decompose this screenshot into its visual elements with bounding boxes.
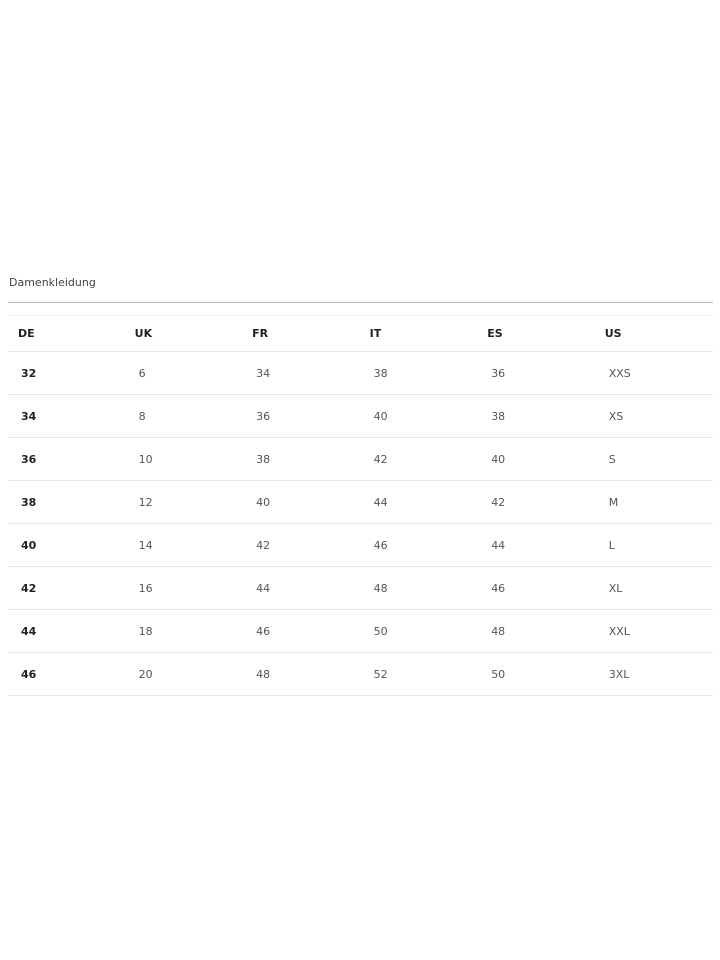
cell-us: 3XL xyxy=(594,652,713,696)
cell-es: 50 xyxy=(477,652,595,696)
cell-es: 40 xyxy=(477,437,595,481)
cell-es: 46 xyxy=(477,566,595,610)
cell-us: XXL xyxy=(594,609,713,653)
cell-uk: 18 xyxy=(124,609,243,653)
column-header-fr: FR xyxy=(242,315,360,352)
cell-us: L xyxy=(594,523,713,567)
cell-fr: 40 xyxy=(242,480,360,524)
cell-it: 40 xyxy=(359,394,478,438)
column-header-us: US xyxy=(594,315,713,352)
cell-fr: 34 xyxy=(242,351,360,395)
cell-de: 38 xyxy=(8,480,125,524)
cell-it: 50 xyxy=(359,609,478,653)
table-row: 32 6 34 38 36 XXS xyxy=(8,351,713,395)
cell-it: 44 xyxy=(359,480,478,524)
table-row: 46 20 48 52 50 3XL xyxy=(8,652,713,696)
cell-fr: 42 xyxy=(242,523,360,567)
cell-it: 42 xyxy=(359,437,478,481)
cell-de: 40 xyxy=(8,523,125,567)
table-row: 34 8 36 40 38 XS xyxy=(8,394,713,438)
size-table: DE UK FR IT ES US 32 6 34 38 36 XXS 34 8 36 40 38 XS 36 10… xyxy=(8,315,713,696)
cell-it: 48 xyxy=(359,566,478,610)
cell-uk: 6 xyxy=(124,351,243,395)
cell-us: XS xyxy=(594,394,713,438)
column-header-it: IT xyxy=(359,315,478,352)
cell-uk: 16 xyxy=(124,566,243,610)
cell-de: 36 xyxy=(8,437,125,481)
table-row: 42 16 44 48 46 XL xyxy=(8,566,713,610)
table-row: 44 18 46 50 48 XXL xyxy=(8,609,713,653)
cell-es: 42 xyxy=(477,480,595,524)
column-header-de: DE xyxy=(8,315,125,352)
table-header-row: DE UK FR IT ES US xyxy=(8,315,713,352)
cell-us: S xyxy=(594,437,713,481)
divider xyxy=(8,302,713,303)
cell-uk: 12 xyxy=(124,480,243,524)
cell-fr: 36 xyxy=(242,394,360,438)
cell-fr: 46 xyxy=(242,609,360,653)
table-row: 40 14 42 46 44 L xyxy=(8,523,713,567)
cell-it: 46 xyxy=(359,523,478,567)
cell-fr: 44 xyxy=(242,566,360,610)
cell-it: 52 xyxy=(359,652,478,696)
column-header-es: ES xyxy=(477,315,595,352)
cell-us: XL xyxy=(594,566,713,610)
cell-uk: 8 xyxy=(124,394,243,438)
column-header-uk: UK xyxy=(124,315,243,352)
cell-fr: 38 xyxy=(242,437,360,481)
table-row: 38 12 40 44 42 M xyxy=(8,480,713,524)
cell-de: 44 xyxy=(8,609,125,653)
cell-uk: 14 xyxy=(124,523,243,567)
cell-es: 36 xyxy=(477,351,595,395)
cell-de: 32 xyxy=(8,351,125,395)
cell-de: 34 xyxy=(8,394,125,438)
cell-uk: 10 xyxy=(124,437,243,481)
cell-us: M xyxy=(594,480,713,524)
table-row: 36 10 38 42 40 S xyxy=(8,437,713,481)
section-title: Damenkleidung xyxy=(9,276,96,289)
cell-it: 38 xyxy=(359,351,478,395)
cell-de: 42 xyxy=(8,566,125,610)
cell-us: XXS xyxy=(594,351,713,395)
cell-fr: 48 xyxy=(242,652,360,696)
cell-es: 48 xyxy=(477,609,595,653)
cell-es: 44 xyxy=(477,523,595,567)
cell-es: 38 xyxy=(477,394,595,438)
cell-uk: 20 xyxy=(124,652,243,696)
cell-de: 46 xyxy=(8,652,125,696)
